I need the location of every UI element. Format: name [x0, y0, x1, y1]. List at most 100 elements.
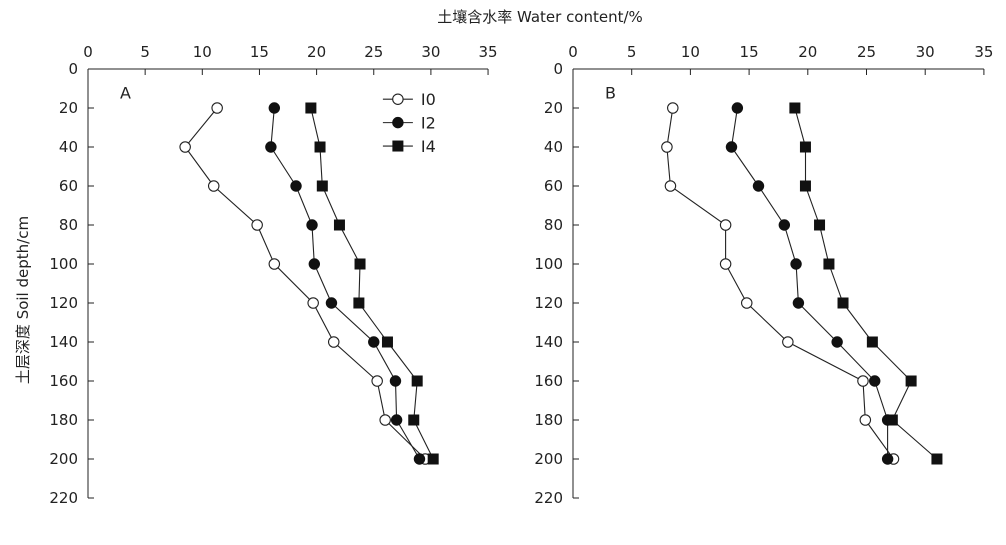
marker-filled-square — [427, 453, 439, 465]
panel-a: 0 5 10 15 20 25 30 35 0 20 40 60 80 100 120 140 160 180 20… — [49, 43, 497, 507]
marker-filled-circle — [881, 453, 894, 465]
marker-filled-square — [905, 375, 917, 387]
marker-filled-circle — [869, 375, 881, 387]
y-tick-label: 140 — [534, 333, 563, 351]
marker-filled-circle — [389, 375, 402, 387]
x-tick-label: 15 — [250, 43, 269, 61]
marker-filled-circle — [778, 219, 791, 231]
marker-open-circle — [327, 336, 340, 348]
series-i0 — [661, 102, 900, 465]
x-tick-label: 15 — [740, 43, 759, 61]
series-i4 — [305, 102, 439, 465]
marker-open-circle — [251, 219, 263, 231]
marker-open-circle — [741, 297, 753, 309]
marker-filled-square — [814, 219, 826, 231]
y-tick-label: 60 — [544, 177, 563, 195]
marker-filled-square — [353, 297, 365, 309]
marker-filled-circle — [306, 219, 318, 231]
y-tick-label: 80 — [59, 216, 78, 234]
marker-filled-circle — [325, 297, 338, 309]
marker-open-circle — [268, 258, 281, 270]
marker-open-circle — [371, 375, 383, 387]
x-tick-label: 25 — [857, 43, 876, 61]
y-tick-label: 120 — [49, 294, 78, 312]
y-tick-label: 100 — [534, 255, 563, 273]
legend: I0 I2 I4 — [382, 90, 436, 156]
series-line — [666, 107, 894, 460]
marker-filled-circle — [725, 141, 738, 153]
y-tick-label: 0 — [68, 60, 78, 78]
y-tick-label: 200 — [534, 450, 563, 468]
series-i2 — [265, 102, 426, 465]
marker-filled-circle — [731, 102, 744, 114]
marker-open-circle — [307, 297, 319, 309]
marker-filled-circle — [413, 453, 426, 465]
legend-label-i4: I4 — [421, 137, 436, 156]
marker-filled-square — [392, 140, 404, 152]
marker-filled-circle — [290, 180, 302, 192]
x-tick-label: 0 — [568, 43, 578, 61]
series-line — [184, 107, 426, 460]
y-tick-label: 220 — [49, 489, 78, 507]
marker-open-circle — [857, 375, 869, 387]
x-tick-label: 20 — [798, 43, 817, 61]
y-tick-label: 80 — [544, 216, 563, 234]
marker-filled-circle — [390, 414, 403, 426]
marker-filled-circle — [392, 116, 404, 129]
y-tick-label: 200 — [49, 450, 78, 468]
y-axis-title: 土层深度 Soil depth/cm — [14, 216, 32, 384]
marker-open-circle — [782, 336, 794, 348]
series-line — [730, 107, 889, 459]
marker-filled-square — [866, 336, 878, 348]
marker-open-circle — [859, 414, 872, 426]
y-tick-label: 160 — [534, 372, 563, 390]
marker-filled-square — [837, 297, 849, 309]
marker-filled-circle — [831, 336, 843, 348]
marker-open-circle — [667, 102, 679, 114]
panel-label: B — [605, 83, 616, 102]
marker-filled-square — [314, 141, 326, 153]
x-axis-title: 土壤含水率 Water content/% — [437, 8, 643, 26]
x-tick-label: 10 — [681, 43, 700, 61]
x-tick-label: 5 — [140, 43, 150, 61]
marker-filled-square — [823, 258, 835, 270]
marker-filled-circle — [308, 258, 321, 270]
y-tick-label: 20 — [59, 99, 78, 117]
marker-open-circle — [719, 219, 732, 231]
series-i0 — [179, 102, 431, 465]
series-line — [794, 107, 938, 460]
marker-open-circle — [211, 102, 223, 114]
marker-filled-square — [411, 375, 423, 387]
marker-open-circle — [719, 258, 732, 270]
marker-filled-square — [354, 258, 366, 270]
marker-filled-square — [931, 453, 943, 465]
panel-label: A — [120, 83, 131, 102]
marker-filled-square — [381, 336, 393, 348]
marker-open-circle — [664, 180, 677, 192]
y-tick-label: 180 — [534, 411, 563, 429]
x-tick-label: 5 — [627, 43, 637, 61]
marker-filled-circle — [792, 297, 805, 309]
y-tick-label: 180 — [49, 411, 78, 429]
y-tick-label: 160 — [49, 372, 78, 390]
marker-filled-square — [789, 102, 801, 114]
y-tick-label: 120 — [534, 294, 563, 312]
series-line — [270, 107, 420, 460]
marker-filled-circle — [752, 180, 765, 192]
marker-open-circle — [392, 93, 404, 105]
x-tick-label: 25 — [364, 43, 383, 61]
marker-filled-square — [305, 102, 317, 114]
y-tick-label: 40 — [59, 138, 78, 156]
marker-filled-circle — [790, 258, 802, 270]
marker-filled-circle — [268, 102, 281, 114]
series-i2 — [725, 102, 894, 465]
legend-label-i0: I0 — [421, 90, 436, 109]
marker-filled-circle — [265, 141, 277, 153]
y-tick-label: 20 — [544, 99, 563, 117]
marker-filled-square — [799, 141, 811, 153]
y-tick-label: 140 — [49, 333, 78, 351]
y-tick-label: 0 — [553, 60, 563, 78]
marker-open-circle — [661, 141, 673, 153]
y-tick-label: 100 — [49, 255, 78, 273]
